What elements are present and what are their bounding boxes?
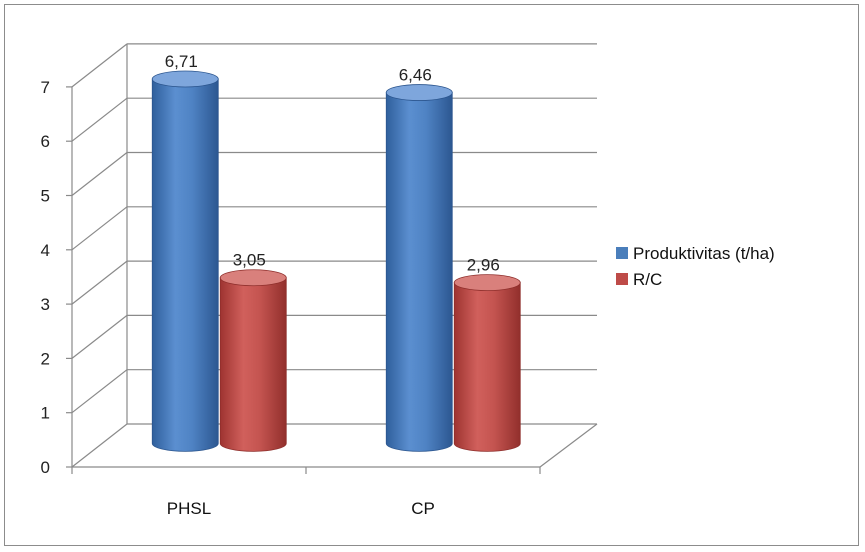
legend-swatch [616, 247, 628, 259]
y-tick-label: 0 [41, 458, 50, 477]
gridline-side [71, 43, 128, 88]
gridline-side [71, 206, 128, 251]
x-category-label: PHSL [167, 499, 211, 518]
bar-r-c-cp [453, 274, 521, 452]
x-category-label: CP [411, 499, 435, 518]
bar-top [385, 84, 453, 101]
x-axis: PHSL CP [71, 467, 541, 518]
gridline-side [71, 423, 128, 468]
y-tick-label: 6 [41, 132, 50, 151]
gridline-side [71, 314, 128, 359]
data-label: 6,46 [399, 66, 432, 85]
y-tick-label: 2 [41, 349, 50, 368]
legend-label: Produktivitas (t/ha) [633, 244, 775, 263]
y-tick-label: 1 [41, 404, 50, 423]
bar-top [151, 70, 219, 88]
floor-right-edge [539, 423, 598, 468]
y-tick-label: 4 [41, 241, 50, 260]
bar-top [219, 269, 287, 287]
legend: Produktivitas (t/ha) R/C [616, 244, 775, 289]
bars [151, 70, 521, 452]
y-tick-label: 7 [41, 78, 50, 97]
y-axis: 0 1 2 3 4 5 6 7 [41, 78, 72, 477]
y-tick-label: 5 [41, 187, 50, 206]
data-label: 3,05 [233, 251, 266, 270]
gridline-side [71, 97, 128, 142]
bar-produktivitas-t-ha--phsl [151, 70, 219, 452]
legend-swatch [616, 273, 628, 285]
bar-body [219, 277, 287, 452]
gridline-side [71, 369, 128, 414]
data-labels: 6,71 3,05 6,46 2,96 [165, 52, 500, 275]
bar-produktivitas-t-ha--cp [385, 84, 453, 452]
legend-label: R/C [633, 270, 662, 289]
bar-body [151, 78, 219, 452]
y-tick-label: 3 [41, 295, 50, 314]
bar-body [453, 282, 521, 452]
data-label: 2,96 [467, 256, 500, 275]
gridline-side [71, 260, 128, 305]
data-label: 6,71 [165, 52, 198, 71]
bar-top [453, 274, 521, 292]
bar-body [385, 92, 453, 452]
bar-r-c-phsl [219, 269, 287, 452]
gridline-side [71, 152, 128, 196]
